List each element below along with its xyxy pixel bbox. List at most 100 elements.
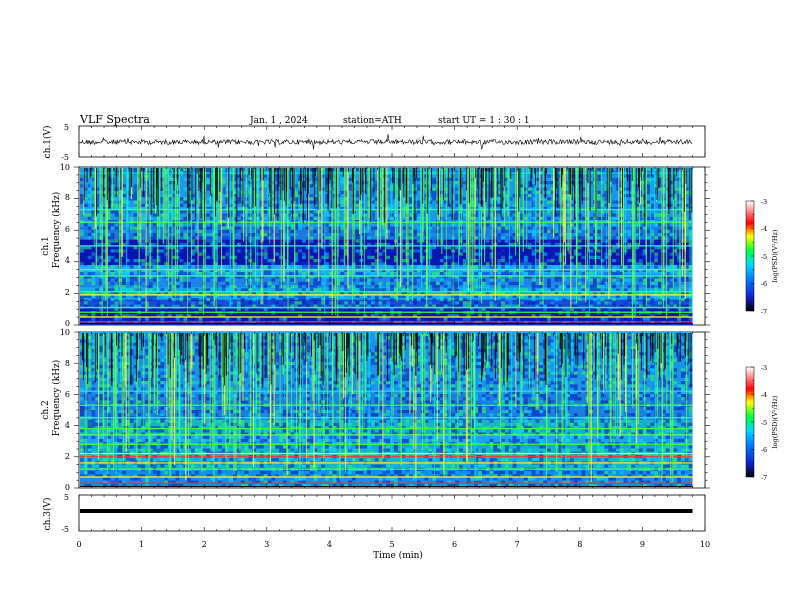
spectrogram-cell [635, 291, 639, 295]
spectrogram-cell [87, 187, 92, 191]
spectrogram-cell [187, 233, 192, 237]
spectrogram-cell [669, 288, 674, 292]
spectrogram-cell [290, 275, 295, 279]
spectrogram-cell [508, 317, 513, 321]
spectrogram-cell [171, 210, 176, 214]
spectrogram-cell [328, 226, 333, 230]
spectrogram-cell [290, 239, 295, 243]
spectrogram-cell [202, 272, 207, 276]
spectrogram-cell [302, 168, 306, 172]
spectrogram-gap [215, 168, 217, 201]
spectrogram-cell [114, 197, 119, 201]
spectrogram-cell [386, 268, 391, 273]
spectrogram-cell [233, 285, 237, 289]
spectrogram-cell [210, 317, 215, 321]
spectrogram-cell [520, 301, 525, 305]
spectrogram-cell [206, 294, 211, 299]
spectrogram-cell [512, 207, 517, 211]
spectrogram-cell [286, 200, 291, 204]
spectrogram-cell [328, 301, 333, 305]
spectrogram-cell [221, 294, 226, 299]
spectrogram-cell [665, 207, 670, 211]
spectrogram-cell [95, 194, 100, 198]
spectrogram-cell [688, 298, 693, 302]
spectrogram-cell [635, 197, 639, 201]
spectrogram-cell [420, 317, 425, 321]
spectrogram-cell [194, 272, 199, 276]
spectrogram-gap [102, 168, 104, 197]
spectrogram-cell [103, 262, 107, 266]
spectrogram-cell [325, 181, 329, 185]
spectrogram-gap [113, 168, 115, 171]
spectrogram-cell [374, 207, 379, 211]
spectrogram-cell [615, 190, 620, 195]
spectrogram-gap [635, 168, 637, 222]
spectrogram-cell [393, 291, 398, 295]
spectrogram-cell [570, 203, 574, 208]
spectrogram-cell [462, 285, 467, 289]
spectrogram-cell [305, 268, 310, 273]
spectrogram-cell [386, 197, 391, 201]
spectrogram-cell [233, 168, 237, 172]
spectrogram-cell [581, 272, 586, 276]
sferic-line [213, 168, 215, 236]
spectrogram-cell [168, 229, 172, 234]
spectrogram-cell [401, 272, 406, 276]
spectrogram-cell [501, 268, 505, 273]
spectrogram-cell [80, 298, 84, 302]
spectrogram-cell [681, 294, 685, 299]
spectrogram-cell [650, 278, 655, 282]
spectrogram-cell [294, 294, 299, 299]
spectrogram-gap [545, 168, 547, 175]
spectrogram-cell [225, 207, 230, 211]
spectrogram-cell [646, 307, 651, 312]
sferic-line [390, 168, 392, 219]
spectrogram-cell [122, 207, 126, 211]
spectrogram-cell [409, 272, 414, 276]
spectrogram-cell [286, 275, 291, 279]
spectrogram-cell [91, 298, 96, 302]
spectrogram-cell [275, 213, 280, 217]
spectrogram-cell [428, 252, 433, 256]
spectrogram-cell [554, 291, 559, 295]
spectrogram-cell [631, 291, 636, 295]
spectrogram-cell [589, 288, 593, 292]
spectrogram-cell [635, 207, 639, 211]
spectrogram-cell [317, 307, 322, 312]
spectrogram-cell [179, 265, 184, 269]
spectrogram-cell [191, 197, 195, 201]
spectrogram-cell [194, 298, 199, 302]
spectrogram-cell [225, 298, 230, 302]
spectrogram-cell [642, 307, 647, 312]
spectrogram-cell [481, 307, 486, 312]
spectrogram-cell [497, 259, 502, 263]
spectrogram-cell [210, 278, 215, 282]
spectrogram-cell [321, 259, 326, 263]
spectrogram-cell [229, 197, 234, 201]
spectrogram-cell [527, 275, 532, 279]
spectrogram-cell [229, 252, 234, 256]
spectrogram-cell [210, 291, 215, 295]
spectrogram-cell [309, 272, 314, 276]
spectrogram-cell [294, 272, 299, 276]
spectrogram-cell [501, 236, 505, 240]
spectrogram-cell [623, 307, 628, 312]
spectrogram-cell [566, 278, 571, 282]
spectrogram-cell [658, 233, 662, 237]
spectrogram-cell [535, 210, 540, 214]
spectrogram-cell [367, 229, 371, 234]
spectrogram-gap [203, 168, 205, 222]
spectrogram-cell [508, 291, 513, 295]
spectrogram-cell [409, 213, 414, 217]
spectrogram-cell [298, 223, 303, 227]
spectrogram-cell [504, 246, 509, 250]
spectrogram-cell [183, 294, 188, 299]
spectrogram-cell [531, 285, 536, 289]
spectrogram-cell [294, 184, 299, 188]
spectrogram-cell [688, 294, 693, 299]
spectrogram-cell [631, 301, 636, 305]
spectrogram-cell [336, 304, 341, 308]
spectrogram-cell [321, 298, 326, 302]
spectrogram-cell [447, 233, 452, 237]
spectrogram-cell [168, 291, 172, 295]
